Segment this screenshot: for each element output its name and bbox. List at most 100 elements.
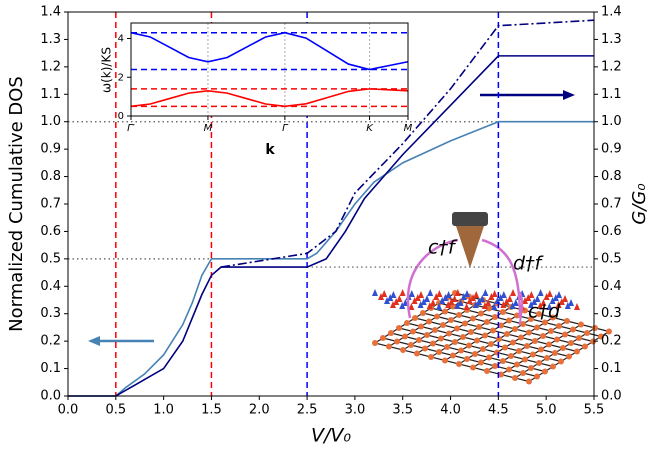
spin	[558, 298, 565, 305]
lattice-atom	[500, 358, 506, 364]
lattice-atom	[468, 329, 474, 335]
lattice-atom	[574, 348, 580, 355]
lattice-atom	[598, 333, 604, 340]
lattice-atom	[522, 356, 528, 363]
x-tick-label: M	[404, 123, 413, 134]
spin	[546, 303, 553, 310]
spin	[463, 303, 470, 310]
spin	[454, 289, 461, 296]
lattice-atom	[490, 327, 496, 334]
arrow-head	[88, 336, 100, 346]
lattice-atom	[512, 375, 518, 381]
y2-tick-label: 0.9	[601, 142, 622, 157]
lattice-atom	[478, 359, 484, 366]
lattice-atom	[472, 351, 478, 357]
spin	[436, 290, 443, 297]
y2-axis-label: G/G₀	[629, 183, 650, 224]
spin	[555, 301, 562, 308]
lattice-atom	[526, 378, 532, 385]
spin	[466, 297, 473, 304]
spin	[430, 299, 436, 306]
y2-tick-label: 0.8	[601, 169, 622, 184]
lattice-atom	[488, 341, 494, 347]
axes-frame	[130, 22, 409, 117]
y-tick-label: 0.1	[40, 361, 61, 376]
lattice-atom	[404, 320, 410, 326]
spin	[399, 302, 406, 309]
y2-tick-label: 0.4	[601, 279, 622, 294]
y2-tick-label: 0.2	[601, 334, 622, 349]
lattice-atom	[508, 353, 514, 359]
lattice-atom	[520, 321, 526, 327]
lattice-atom	[504, 331, 510, 337]
lattice-atom	[500, 309, 506, 315]
y-tick-label: 0.6	[40, 224, 61, 239]
lattice-atom	[568, 340, 574, 346]
lattice-atom	[536, 360, 542, 366]
y-tick-label: 0.2	[40, 334, 61, 349]
lattice-atom	[520, 370, 526, 376]
x-tick-label: 3.0	[345, 403, 366, 418]
spin	[500, 301, 507, 308]
lattice-atom	[524, 343, 530, 349]
lattice-atom	[606, 328, 612, 335]
lattice-atom	[460, 334, 466, 340]
stm-tip-holder	[452, 212, 488, 226]
lattice-atom	[552, 350, 558, 356]
lattice-atom	[496, 336, 502, 342]
x-tick-label: Γ	[282, 123, 289, 134]
lattice-atom	[492, 314, 498, 320]
lattice-atom	[554, 336, 560, 343]
spin	[433, 293, 440, 300]
spin	[442, 294, 449, 301]
lattice-atom	[550, 363, 556, 370]
lattice-atom	[420, 310, 426, 316]
y-tick-label: 2	[118, 72, 124, 83]
spin	[503, 298, 510, 305]
spin	[476, 298, 482, 305]
y2-tick-label: 1.3	[601, 32, 622, 47]
lattice-atom	[578, 321, 584, 328]
hopping-arc	[481, 238, 522, 319]
y-tick-label: 1.0	[40, 114, 61, 129]
lattice-atom	[538, 346, 544, 353]
spin	[381, 290, 388, 297]
spin	[568, 299, 574, 306]
lattice-atom	[470, 364, 476, 371]
y-tick-label: 1.2	[40, 59, 61, 74]
lattice-atom	[418, 323, 424, 330]
x-tick-label: Γ′	[127, 123, 136, 134]
spin	[399, 289, 406, 296]
lattice-atom	[434, 313, 440, 320]
x-tick-label: 3.5	[392, 403, 413, 418]
lattice-atom	[476, 324, 482, 330]
lattice-atom	[456, 361, 462, 367]
spin	[537, 289, 544, 296]
spin	[408, 290, 415, 297]
spin	[445, 291, 452, 298]
lattice-atom	[484, 319, 490, 325]
spin	[472, 301, 479, 308]
series-line	[68, 120, 594, 397]
spin	[552, 294, 559, 301]
stm-illustration	[372, 212, 612, 385]
lattice-atom	[394, 338, 400, 345]
lattice-atom	[534, 373, 540, 380]
lattice-atom	[592, 325, 598, 331]
spin	[522, 297, 528, 304]
lattice-atom	[442, 308, 448, 315]
spin	[512, 299, 519, 306]
spin	[540, 299, 547, 306]
lattice-atom	[430, 340, 436, 347]
lattice-atom	[452, 339, 458, 345]
arrow-head	[563, 90, 575, 100]
spin	[457, 299, 464, 306]
lattice-atom	[458, 347, 464, 354]
spin	[460, 293, 467, 300]
spin	[546, 290, 553, 297]
lattice-atom	[498, 322, 504, 329]
spin	[491, 303, 498, 310]
spin	[448, 298, 455, 305]
lattice-atom	[510, 339, 516, 346]
spin	[537, 302, 544, 309]
